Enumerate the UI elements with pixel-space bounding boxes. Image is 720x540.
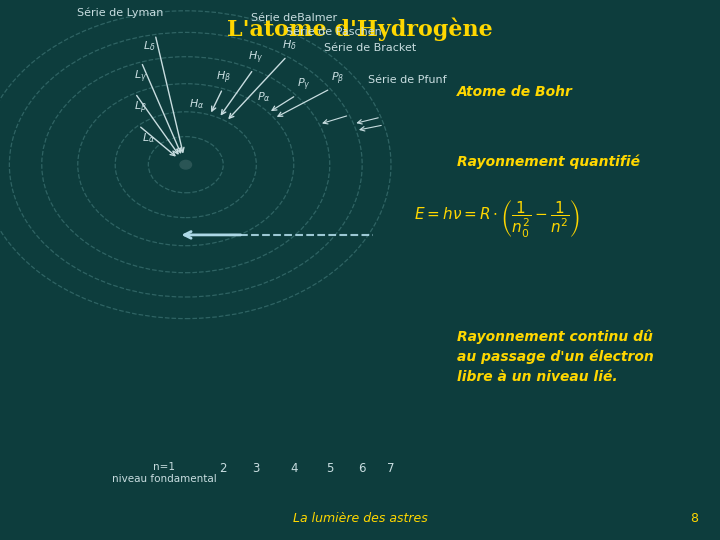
Text: 3: 3 — [253, 462, 260, 475]
Text: $H_\gamma$: $H_\gamma$ — [248, 50, 263, 66]
Text: Série de Paschen: Série de Paschen — [286, 28, 382, 37]
Text: Rayonnement continu dû
au passage d'un électron
libre à un niveau lié.: Rayonnement continu dû au passage d'un é… — [457, 329, 654, 383]
Text: n=1
niveau fondamental: n=1 niveau fondamental — [112, 462, 217, 484]
Text: $E = h\nu = R \cdot \left(\dfrac{1}{n_0^2} - \dfrac{1}{n^2}\right)$: $E = h\nu = R \cdot \left(\dfrac{1}{n_0^… — [414, 198, 580, 239]
Text: $P_\gamma$: $P_\gamma$ — [297, 77, 310, 93]
Text: Rayonnement quantifié: Rayonnement quantifié — [457, 155, 640, 169]
Text: 7: 7 — [387, 462, 395, 475]
Text: $H_\alpha$: $H_\alpha$ — [189, 97, 204, 111]
Circle shape — [180, 160, 192, 169]
Text: 4: 4 — [290, 462, 297, 475]
Text: Série de Bracket: Série de Bracket — [325, 43, 417, 53]
Text: L'atome d'Hydrogène: L'atome d'Hydrogène — [227, 18, 493, 42]
Text: 6: 6 — [359, 462, 366, 475]
Text: Série deBalmer: Série deBalmer — [251, 14, 337, 23]
Text: Atome de Bohr: Atome de Bohr — [457, 85, 573, 99]
Text: La lumière des astres: La lumière des astres — [292, 512, 428, 525]
Text: $L_\alpha$: $L_\alpha$ — [142, 131, 155, 145]
Text: 8: 8 — [690, 512, 698, 525]
Text: $L_\delta$: $L_\delta$ — [143, 39, 156, 53]
Text: 5: 5 — [326, 462, 333, 475]
Text: $P_\beta$: $P_\beta$ — [331, 70, 345, 87]
Text: $P_\alpha$: $P_\alpha$ — [257, 91, 271, 104]
Text: $L_\gamma$: $L_\gamma$ — [134, 68, 147, 85]
Text: $L_\beta$: $L_\beta$ — [134, 99, 147, 116]
Text: $H_\delta$: $H_\delta$ — [282, 38, 297, 52]
Text: Série de Lyman: Série de Lyman — [77, 8, 163, 18]
Text: 2: 2 — [220, 462, 227, 475]
Text: $H_\beta$: $H_\beta$ — [216, 69, 231, 86]
Text: Série de Pfunf: Série de Pfunf — [368, 75, 446, 85]
